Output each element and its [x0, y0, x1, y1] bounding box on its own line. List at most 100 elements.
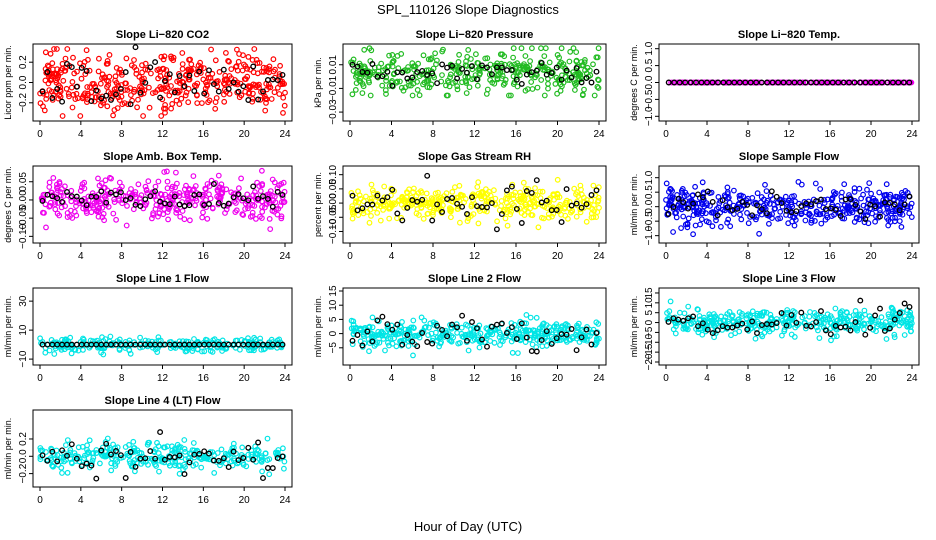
- data-point: [259, 182, 266, 189]
- data-point-reference: [813, 319, 820, 326]
- data-point-reference: [739, 198, 746, 205]
- data-point-reference: [186, 459, 193, 466]
- data-point: [163, 168, 170, 175]
- data-point: [356, 77, 363, 84]
- data-point: [524, 64, 531, 71]
- data-point: [500, 81, 507, 88]
- data-point: [439, 72, 445, 78]
- data-point-reference: [709, 330, 716, 337]
- data-point: [46, 179, 53, 186]
- data-point: [69, 460, 75, 467]
- data-point: [724, 184, 731, 191]
- data-point-reference: [857, 297, 864, 304]
- data-point-reference: [68, 64, 75, 71]
- data-point: [389, 340, 396, 347]
- data-point: [739, 310, 745, 317]
- data-point-reference: [857, 79, 864, 86]
- data-point-reference: [122, 475, 129, 481]
- data-point: [523, 326, 529, 333]
- data-point: [366, 219, 373, 226]
- data-point: [262, 450, 269, 457]
- data-point: [811, 310, 818, 316]
- data-point: [685, 215, 692, 222]
- data-point: [684, 326, 691, 333]
- data-point: [96, 198, 103, 205]
- data-point: [453, 63, 459, 69]
- data-point: [266, 471, 273, 478]
- data-point: [833, 333, 840, 340]
- x-tick-label: 8: [745, 373, 751, 384]
- data-point: [740, 79, 747, 86]
- data-point-reference: [593, 330, 600, 336]
- data-point-reference: [588, 79, 595, 86]
- data-point: [445, 77, 451, 84]
- data-point: [423, 190, 430, 197]
- y-tick-label: −20: [644, 353, 655, 370]
- data-point-reference: [680, 199, 687, 206]
- data-point-reference: [424, 72, 431, 78]
- data-point: [812, 180, 819, 187]
- data-point-reference: [783, 207, 790, 214]
- data-point: [63, 85, 70, 92]
- data-point: [67, 449, 73, 456]
- data-point-reference: [891, 316, 898, 323]
- data-point: [245, 54, 252, 60]
- data-point: [234, 79, 241, 86]
- data-point: [375, 202, 381, 209]
- data-point-reference: [802, 79, 809, 86]
- data-point: [95, 55, 102, 62]
- data-point: [368, 181, 375, 188]
- data-point: [820, 210, 826, 217]
- data-point: [484, 55, 491, 62]
- data-point: [700, 190, 707, 197]
- data-point: [209, 204, 216, 211]
- data-point: [822, 316, 829, 323]
- data-point-reference: [409, 74, 416, 81]
- data-point-reference: [384, 321, 391, 328]
- panel-title: Slope Line 3 Flow: [743, 273, 836, 285]
- data-point: [575, 75, 582, 82]
- data-point: [487, 192, 494, 199]
- data-point: [502, 76, 509, 83]
- x-tick-label: 16: [824, 251, 836, 262]
- data-point: [591, 208, 597, 214]
- data-point: [803, 209, 809, 216]
- data-point: [540, 321, 546, 328]
- data-point: [779, 332, 785, 339]
- data-point: [214, 193, 221, 200]
- data-point-reference: [39, 197, 46, 204]
- data-point-reference: [665, 318, 672, 325]
- data-point: [113, 64, 120, 71]
- data-point: [468, 203, 475, 210]
- data-point: [64, 469, 71, 476]
- data-point: [264, 68, 270, 75]
- data-point: [542, 45, 549, 52]
- data-point: [908, 214, 915, 221]
- data-point-reference: [349, 192, 356, 199]
- data-point: [896, 209, 903, 216]
- data-point: [898, 319, 904, 326]
- data-point: [259, 215, 265, 222]
- x-tick-label: 20: [239, 495, 251, 506]
- data-point: [254, 179, 261, 186]
- data-point: [166, 92, 173, 99]
- data-point-reference: [166, 71, 173, 78]
- data-point: [177, 213, 184, 220]
- data-point-reference: [543, 328, 550, 335]
- data-point: [90, 450, 97, 456]
- data-point-reference: [827, 331, 834, 338]
- data-point: [238, 92, 245, 99]
- data-point: [709, 209, 716, 215]
- y-tick-label: −0.5: [644, 211, 655, 231]
- data-point: [192, 461, 199, 468]
- data-point: [692, 222, 699, 229]
- data-point: [745, 195, 751, 202]
- data-point-reference: [240, 83, 247, 90]
- data-point: [63, 442, 69, 449]
- data-point: [223, 206, 230, 213]
- data-point: [188, 451, 195, 457]
- x-tick-label: 0: [37, 251, 43, 262]
- data-point-reference: [260, 475, 266, 482]
- data-point: [761, 196, 767, 203]
- data-point: [536, 325, 543, 332]
